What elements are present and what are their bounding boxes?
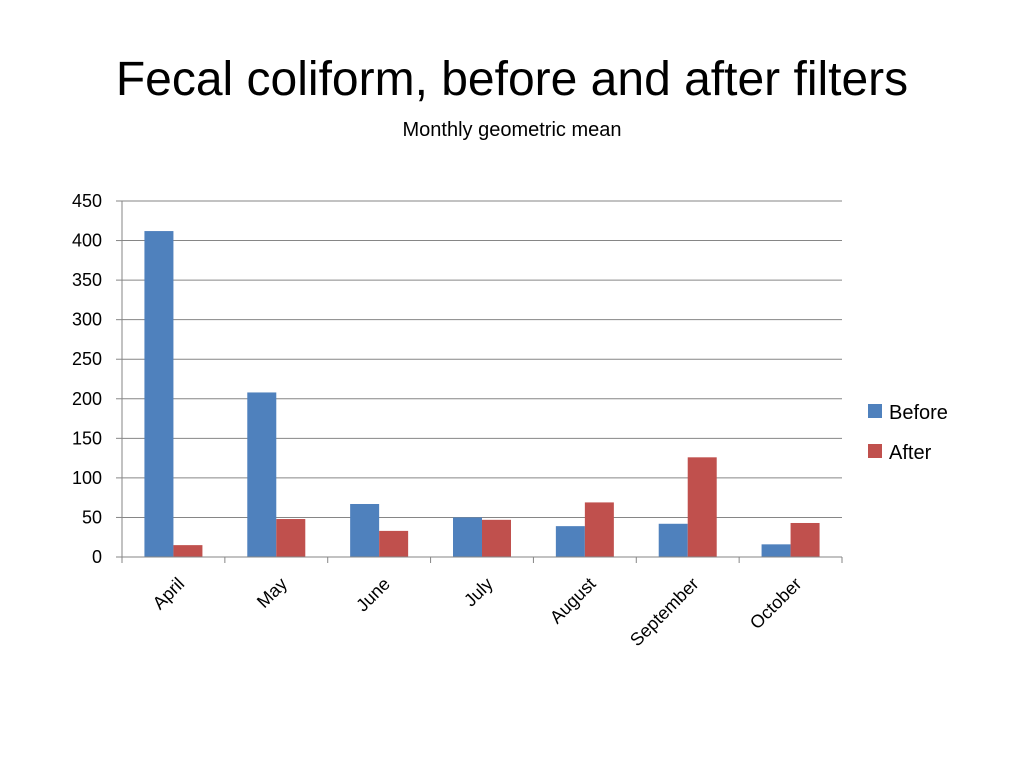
bar-before-june <box>350 503 380 557</box>
bars <box>144 231 820 557</box>
y-tick-label: 200 <box>72 389 102 409</box>
x-tick-labels: April May June July August September October <box>149 574 806 650</box>
y-tick-label: 0 <box>92 547 102 567</box>
y-tick-label: 250 <box>72 349 102 369</box>
bar-before-september <box>658 523 688 557</box>
bar-after-july <box>482 519 511 557</box>
axes <box>116 200 843 563</box>
y-tick-label: 50 <box>82 507 102 527</box>
bar-after-september <box>687 457 717 557</box>
x-category-label: May <box>253 574 291 612</box>
x-category-label: April <box>149 574 189 614</box>
x-category-label: October <box>746 574 805 633</box>
y-tick-label: 350 <box>72 270 102 290</box>
y-tick-labels: 0 50 100 150 200 250 300 350 400 450 <box>72 191 102 567</box>
y-tick-label: 400 <box>72 231 102 251</box>
chart-subtitle: Monthly geometric mean <box>402 119 622 141</box>
legend-swatch-after <box>868 444 882 458</box>
bar-after-june <box>379 530 409 557</box>
bar-after-april <box>173 545 203 557</box>
legend-label-before: Before <box>889 402 948 424</box>
bar-after-may <box>276 519 306 557</box>
bar-after-august <box>584 502 614 557</box>
bar-before-october <box>761 544 791 557</box>
legend: Before After <box>868 402 948 464</box>
bar-before-july <box>453 517 482 557</box>
bar-before-may <box>247 392 277 557</box>
y-tick-label: 450 <box>72 191 102 211</box>
legend-swatch-before <box>868 404 882 418</box>
chart-title: Fecal coliform, before and after filters <box>115 53 909 106</box>
legend-label-after: After <box>889 442 932 464</box>
bar-before-april <box>144 231 174 557</box>
x-category-label: July <box>460 574 497 611</box>
x-category-label: June <box>352 574 394 616</box>
bar-before-august <box>555 526 585 557</box>
x-category-label: September <box>626 574 702 650</box>
y-tick-label: 150 <box>72 428 102 448</box>
bar-after-october <box>790 522 820 557</box>
y-tick-label: 300 <box>72 310 102 330</box>
gridlines <box>122 200 842 518</box>
y-tick-label: 100 <box>72 468 102 488</box>
x-category-label: August <box>546 574 600 628</box>
